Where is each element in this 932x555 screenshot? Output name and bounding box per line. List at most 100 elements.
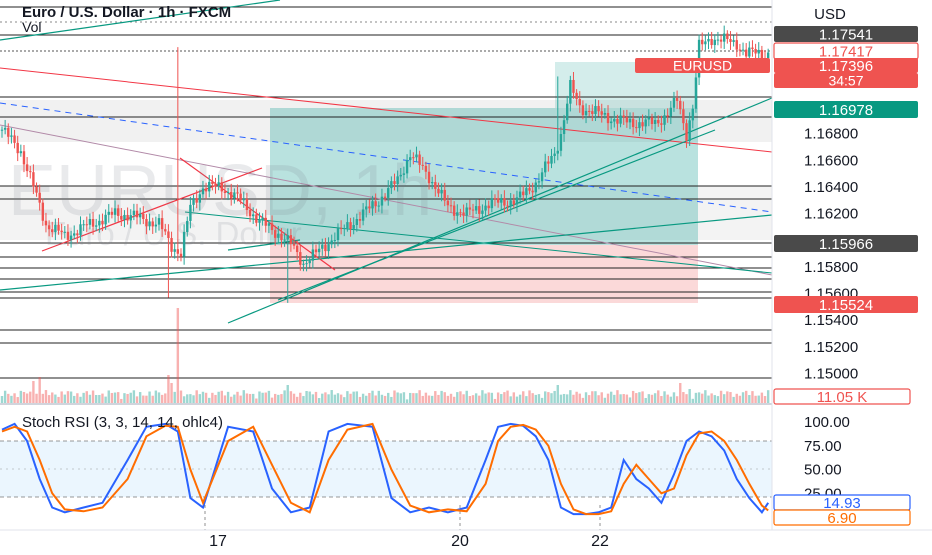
watermark-symbol: EURUSD, 1h — [8, 151, 432, 231]
volume-bar — [415, 393, 418, 403]
candle-body — [365, 206, 368, 210]
candle-body — [327, 244, 330, 252]
candle-body — [230, 191, 233, 199]
candle-body — [506, 205, 509, 207]
candle-body — [189, 204, 192, 221]
candle-body — [258, 220, 261, 223]
volume-bar — [669, 396, 673, 403]
candle-body — [157, 218, 161, 225]
candle-body — [343, 228, 346, 230]
candle-body — [98, 220, 101, 226]
badge-volume: 11.05 K — [817, 389, 868, 406]
volume-bar — [321, 393, 324, 403]
candle-body — [57, 224, 60, 231]
volume-bar — [63, 394, 66, 403]
candle-body — [352, 225, 355, 229]
volume-bar — [569, 390, 572, 403]
volume-bar — [484, 393, 487, 403]
trend-line — [0, 67, 773, 153]
volume-bar — [738, 395, 742, 403]
volume-bar — [0, 396, 4, 403]
candle-body — [572, 79, 575, 93]
candle-body — [427, 171, 431, 184]
volume-bar — [252, 393, 255, 403]
volume-bar — [220, 390, 223, 403]
candle-body — [333, 240, 337, 242]
volume-bar — [217, 391, 220, 403]
volume-bar — [355, 391, 359, 403]
volume-bar — [449, 393, 453, 403]
candle-body — [591, 111, 594, 114]
volume-bar — [713, 395, 716, 403]
volume-bar — [688, 389, 691, 403]
volume-bar — [465, 390, 468, 403]
volume-bar — [88, 394, 92, 403]
volume-bar — [148, 391, 151, 403]
volume-bar — [496, 392, 500, 403]
volume-bar — [660, 396, 663, 403]
volume-bar — [446, 395, 450, 403]
volume-bar — [518, 394, 522, 403]
volume-bar — [609, 391, 613, 403]
candle-body — [270, 223, 274, 231]
candle-body — [51, 229, 54, 233]
volume-bar — [343, 397, 346, 403]
volume-bar — [452, 396, 456, 403]
volume-bar — [289, 391, 293, 403]
candle-body — [569, 79, 572, 104]
volume-bar — [116, 392, 120, 403]
candle-body — [69, 235, 73, 240]
volume-bar — [38, 377, 41, 403]
volume-bar — [245, 393, 249, 403]
candle-body — [402, 173, 406, 175]
volume-bar — [292, 393, 296, 403]
candle-body — [387, 188, 390, 198]
volume-bar — [123, 393, 126, 403]
volume-bar — [638, 392, 641, 403]
osc-tick-label: 100.00 — [804, 414, 850, 431]
trend-line — [0, 214, 773, 291]
candle-body — [512, 200, 516, 205]
volume-bar — [186, 394, 189, 403]
volume-bar — [522, 391, 525, 403]
volume-bar — [481, 390, 484, 403]
candle-body — [0, 129, 4, 131]
volume-bar — [763, 396, 767, 403]
candle-body — [3, 127, 7, 130]
candle-body — [405, 160, 409, 174]
volume-bar — [751, 391, 754, 403]
volume-bar — [619, 394, 622, 403]
volume-bar — [19, 390, 23, 403]
candle-body — [85, 224, 88, 226]
candle-body — [38, 192, 41, 203]
candle-body — [248, 209, 252, 217]
candle-body — [211, 181, 214, 184]
volume-bar — [51, 392, 54, 403]
candle-body — [490, 198, 494, 209]
candle-body — [41, 202, 45, 221]
candle-body — [255, 214, 258, 223]
volume-bar — [500, 394, 503, 403]
badge-level-green: 1.16978 — [819, 102, 873, 119]
volume-bar — [13, 393, 16, 403]
candle-body — [308, 260, 311, 264]
volume-bar — [427, 395, 431, 403]
volume-bar — [327, 394, 330, 403]
candle-body — [716, 39, 720, 41]
candle-body — [484, 205, 487, 211]
volume-bar — [32, 381, 35, 403]
volume-bar — [233, 394, 236, 403]
candle-body — [132, 210, 136, 216]
volume-bar — [616, 390, 619, 403]
candle-body — [657, 119, 660, 124]
candle-body — [766, 52, 770, 59]
chart-title: Euro / U.S. Dollar · 1h · FXCM — [22, 4, 232, 21]
volume-bar — [349, 393, 352, 403]
volume-bar — [672, 392, 676, 403]
volume-bar — [305, 391, 308, 403]
volume-bar — [383, 395, 387, 403]
volume-bar — [644, 397, 647, 403]
candle-body — [355, 219, 359, 226]
